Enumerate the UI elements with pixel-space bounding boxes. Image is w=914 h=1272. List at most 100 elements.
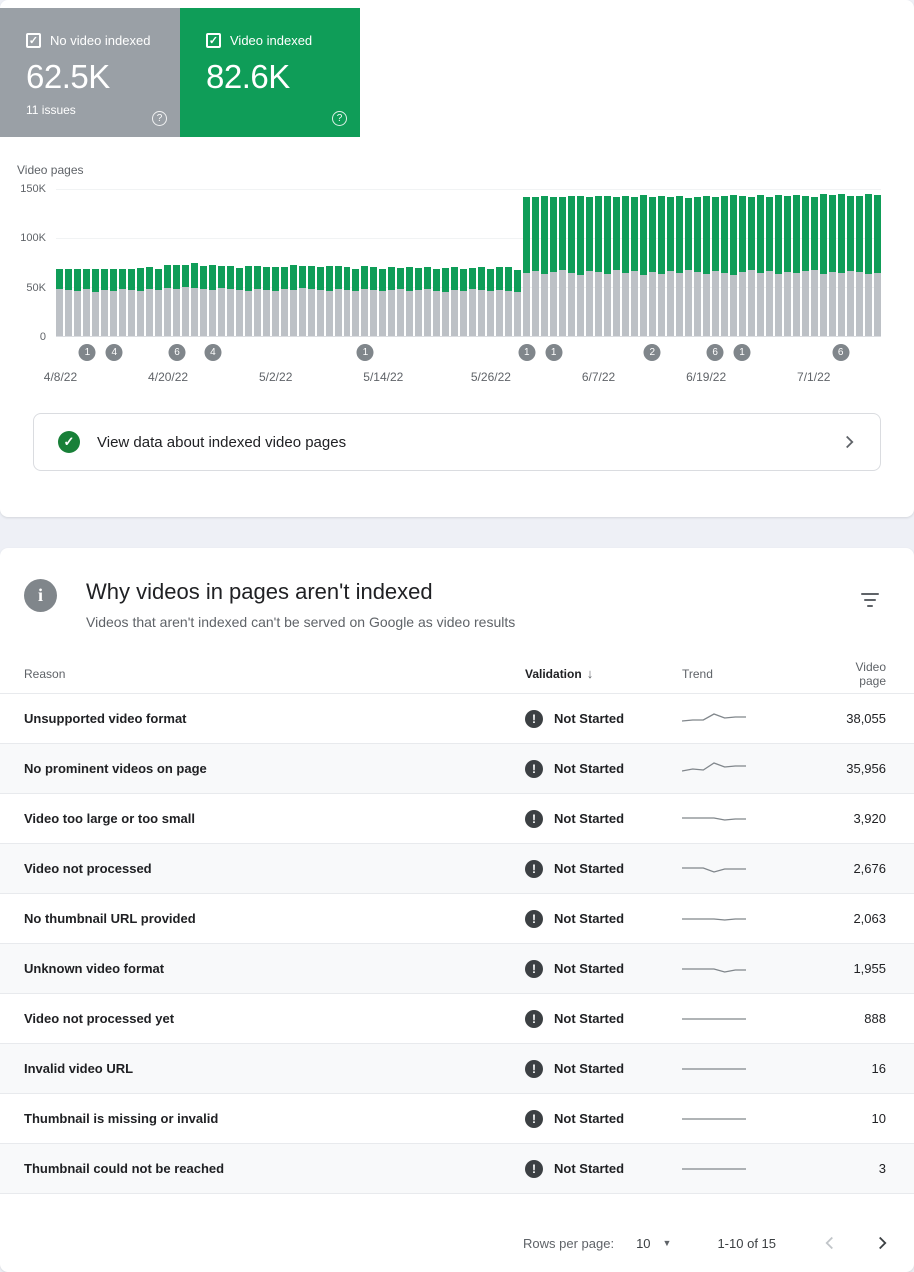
- table-row[interactable]: Invalid video URL ! Not Started 16: [0, 1044, 914, 1094]
- chart-bar[interactable]: [541, 195, 549, 336]
- chart-bar[interactable]: [622, 195, 629, 336]
- chart-bar[interactable]: [280, 266, 288, 336]
- table-row[interactable]: Unknown video format ! Not Started 1,955: [0, 944, 914, 994]
- chart-bar[interactable]: [118, 269, 126, 336]
- help-icon[interactable]: ?: [152, 111, 167, 126]
- chart-bar[interactable]: [496, 267, 504, 336]
- chart-bar[interactable]: [208, 265, 216, 336]
- chart-bar[interactable]: [505, 267, 513, 336]
- chart-bar[interactable]: [675, 195, 683, 336]
- chart-bar[interactable]: [145, 267, 153, 336]
- chart-bar[interactable]: [91, 269, 99, 336]
- chart-bar[interactable]: [846, 195, 854, 336]
- chart-bar[interactable]: [334, 265, 342, 336]
- chart-bar[interactable]: [136, 268, 144, 336]
- chart-bar[interactable]: [397, 268, 405, 336]
- chart-bar[interactable]: [514, 270, 522, 336]
- chart-bar[interactable]: [810, 196, 818, 336]
- chart-bar[interactable]: [487, 269, 495, 336]
- filter-icon[interactable]: [856, 587, 884, 618]
- chart-bar[interactable]: [577, 195, 585, 336]
- chart-bar[interactable]: [82, 269, 90, 336]
- summary-card-not-indexed[interactable]: ✓ No video indexed 62.5K 11 issues ?: [0, 8, 180, 137]
- table-row[interactable]: Thumbnail is missing or invalid ! Not St…: [0, 1094, 914, 1144]
- column-header-validation[interactable]: Validation ↓: [525, 666, 594, 681]
- chart-bar[interactable]: [442, 268, 450, 336]
- chart-bar[interactable]: [190, 262, 198, 336]
- summary-card-indexed[interactable]: ✓ Video indexed 82.6K ?: [180, 8, 360, 137]
- rows-per-page-select[interactable]: 10 ▼: [636, 1236, 671, 1251]
- chart-bar[interactable]: [756, 194, 764, 336]
- table-row[interactable]: Unsupported video format ! Not Started 3…: [0, 694, 914, 744]
- chart-bar[interactable]: [424, 266, 432, 336]
- chart-bar[interactable]: [325, 266, 333, 336]
- chart-bar[interactable]: [478, 267, 486, 336]
- chart-bar[interactable]: [361, 265, 369, 336]
- chart-bar[interactable]: [631, 196, 638, 336]
- chart-bar[interactable]: [289, 265, 297, 336]
- chart-bar[interactable]: [181, 264, 189, 336]
- chart-bar[interactable]: [765, 196, 773, 336]
- chart-bar[interactable]: [460, 269, 468, 336]
- chart-bar[interactable]: [307, 265, 315, 336]
- chart-bar[interactable]: [199, 265, 207, 336]
- chart-bar[interactable]: [154, 269, 162, 336]
- column-header-trend[interactable]: Trend: [682, 666, 713, 681]
- chart-bar[interactable]: [127, 269, 135, 336]
- chart-bar[interactable]: [226, 265, 234, 336]
- chart-bar[interactable]: [415, 268, 423, 336]
- table-row[interactable]: Video not processed ! Not Started 2,676: [0, 844, 914, 894]
- next-page-button[interactable]: [868, 1229, 896, 1257]
- table-row[interactable]: Video too large or too small ! Not Start…: [0, 794, 914, 844]
- chart-bar[interactable]: [298, 266, 306, 336]
- column-header-video-page[interactable]: Video page: [855, 659, 886, 688]
- chart-bar[interactable]: [523, 196, 531, 336]
- chart-bar[interactable]: [639, 194, 647, 336]
- chart-bar[interactable]: [316, 267, 324, 336]
- table-row[interactable]: Thumbnail could not be reached ! Not Sta…: [0, 1144, 914, 1194]
- chart-bar[interactable]: [451, 267, 459, 336]
- chart-bar[interactable]: [550, 196, 558, 336]
- chart-bar[interactable]: [783, 195, 791, 336]
- chart-bar[interactable]: [235, 268, 243, 336]
- chart-bar[interactable]: [801, 195, 809, 336]
- chart-bar[interactable]: [262, 267, 270, 336]
- column-header-reason[interactable]: Reason: [24, 666, 66, 681]
- chart-bar[interactable]: [666, 196, 674, 336]
- chart-bar[interactable]: [568, 195, 576, 336]
- chart-bar[interactable]: [73, 269, 81, 336]
- chart-bar[interactable]: [370, 267, 378, 336]
- chart-bar[interactable]: [837, 193, 845, 336]
- chart-bar[interactable]: [720, 195, 728, 336]
- chart-bar[interactable]: [109, 269, 117, 336]
- chart-bar[interactable]: [684, 197, 692, 336]
- chart-bar[interactable]: [217, 265, 225, 336]
- chart-bar[interactable]: [100, 269, 108, 336]
- indexed-checkbox[interactable]: ✓: [206, 33, 221, 48]
- previous-page-button[interactable]: [816, 1229, 844, 1257]
- chart-bar[interactable]: [657, 195, 665, 336]
- chart-bar[interactable]: [172, 264, 180, 336]
- chart-bar[interactable]: [792, 194, 800, 336]
- chart-bar[interactable]: [532, 196, 540, 336]
- chart-bar[interactable]: [738, 195, 746, 336]
- chart-bar[interactable]: [711, 196, 719, 336]
- chart-bar[interactable]: [406, 267, 414, 336]
- not-indexed-checkbox[interactable]: ✓: [26, 33, 41, 48]
- chart-bar[interactable]: [855, 195, 863, 336]
- chart-bar[interactable]: [693, 196, 701, 336]
- chart-bar[interactable]: [828, 194, 836, 336]
- chart-bar[interactable]: [702, 195, 710, 336]
- table-row[interactable]: No thumbnail URL provided ! Not Started …: [0, 894, 914, 944]
- chart-bar[interactable]: [163, 264, 171, 336]
- chart-bar[interactable]: [56, 269, 63, 336]
- chart-bar[interactable]: [604, 195, 612, 336]
- chart-bar[interactable]: [253, 265, 261, 336]
- chart-bar[interactable]: [244, 266, 252, 336]
- chart-bar[interactable]: [433, 269, 441, 336]
- chart-bar[interactable]: [648, 196, 656, 336]
- chart-bar[interactable]: [559, 196, 567, 336]
- chart-bar[interactable]: [343, 267, 351, 336]
- chart-bar[interactable]: [586, 196, 594, 336]
- chart-bar[interactable]: [747, 196, 755, 336]
